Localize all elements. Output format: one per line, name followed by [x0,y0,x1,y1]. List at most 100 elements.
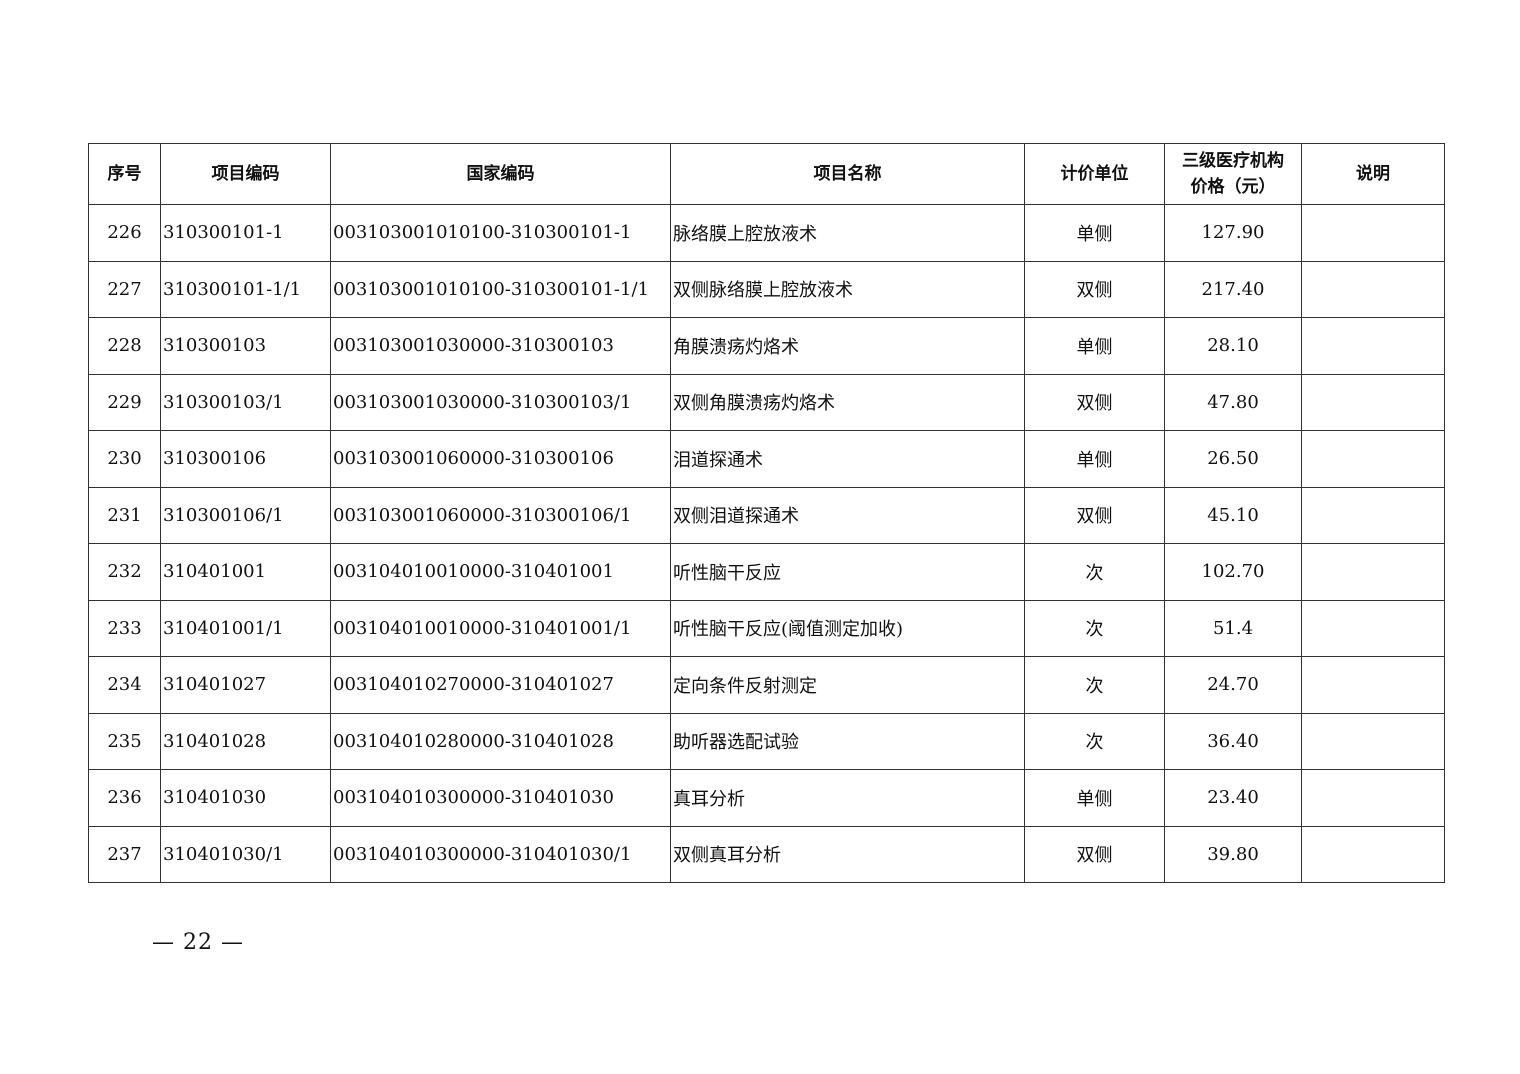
cell-price: 127.90 [1164,204,1302,262]
cell-seq: 231 [88,486,161,544]
cell-notes [1301,373,1445,431]
header-notes: 说明 [1301,143,1445,205]
header-item-code: 项目编码 [160,143,331,205]
table-row: 237 310401030/1 003104010300000-310401030/… [88,825,1445,883]
cell-item-name: 角膜溃疡灼烙术 [670,317,1025,375]
header-price-line2: 价格（元） [1190,177,1276,197]
cell-national-code: 003103001060000-310300106 [330,430,671,488]
cell-seq: 232 [88,543,161,601]
cell-unit: 单侧 [1024,317,1165,375]
cell-notes [1301,317,1445,375]
cell-unit: 双侧 [1024,825,1165,883]
cell-national-code: 003103001030000-310300103 [330,317,671,375]
table-row: 228 310300103 003103001030000-310300103 角膜溃… [88,317,1445,375]
header-national-code: 国家编码 [330,143,671,205]
cell-seq: 226 [88,204,161,262]
cell-item-code: 310300101-1 [160,204,331,262]
table-row: 231 310300106/1 003103001060000-310300106/… [88,486,1445,544]
cell-national-code: 003104010010000-310401001 [330,543,671,601]
cell-price: 24.70 [1164,656,1302,714]
cell-national-code: 003104010300000-310401030/1 [330,825,671,883]
cell-item-name: 双侧真耳分析 [670,825,1025,883]
cell-item-code: 310300103 [160,317,331,375]
cell-seq: 236 [88,769,161,827]
cell-item-name: 听性脑干反应 [670,543,1025,601]
cell-item-code: 310401001/1 [160,599,331,657]
cell-seq: 227 [88,260,161,318]
header-price: 三级医疗机构 价格（元） [1164,143,1302,205]
cell-national-code: 003103001060000-310300106/1 [330,486,671,544]
cell-notes [1301,825,1445,883]
cell-price: 26.50 [1164,430,1302,488]
header-seq: 序号 [88,143,161,205]
cell-unit: 双侧 [1024,486,1165,544]
table-header-row: 序号 项目编码 国家编码 项目名称 计价单位 三级医疗机构 价格（元） 说明 [88,143,1445,205]
header-item-name: 项目名称 [670,143,1025,205]
cell-item-code: 310401001 [160,543,331,601]
cell-unit: 单侧 [1024,769,1165,827]
cell-notes [1301,656,1445,714]
cell-item-name: 脉络膜上腔放液术 [670,204,1025,262]
cell-unit: 单侧 [1024,204,1165,262]
price-table: 序号 项目编码 国家编码 项目名称 计价单位 三级医疗机构 价格（元） 说明 22… [88,143,1445,883]
cell-item-code: 310300106 [160,430,331,488]
cell-notes [1301,769,1445,827]
cell-national-code: 003104010280000-310401028 [330,712,671,770]
cell-item-code: 310300106/1 [160,486,331,544]
cell-item-name: 助听器选配试验 [670,712,1025,770]
cell-unit: 次 [1024,599,1165,657]
cell-national-code: 003103001030000-310300103/1 [330,373,671,431]
cell-item-code: 310401027 [160,656,331,714]
header-price-line1: 三级医疗机构 [1182,151,1284,171]
cell-price: 45.10 [1164,486,1302,544]
cell-seq: 237 [88,825,161,883]
table-row: 230 310300106 003103001060000-310300106 泪道探… [88,430,1445,488]
cell-notes [1301,204,1445,262]
cell-item-code: 310300103/1 [160,373,331,431]
cell-notes [1301,543,1445,601]
cell-item-name: 听性脑干反应(阈值测定加收) [670,599,1025,657]
cell-unit: 次 [1024,712,1165,770]
cell-seq: 234 [88,656,161,714]
cell-seq: 228 [88,317,161,375]
cell-price: 39.80 [1164,825,1302,883]
table-row: 232 310401001 003104010010000-310401001 听性脑… [88,543,1445,601]
cell-price: 28.10 [1164,317,1302,375]
cell-price: 23.40 [1164,769,1302,827]
cell-notes [1301,486,1445,544]
table-row: 227 310300101-1/1 003103001010100-31030010… [88,260,1445,318]
cell-seq: 229 [88,373,161,431]
cell-national-code: 003103001010100-310300101-1 [330,204,671,262]
cell-price: 51.4 [1164,599,1302,657]
cell-item-name: 双侧泪道探通术 [670,486,1025,544]
cell-item-name: 真耳分析 [670,769,1025,827]
cell-national-code: 003104010270000-310401027 [330,656,671,714]
cell-unit: 次 [1024,656,1165,714]
cell-item-name: 定向条件反射测定 [670,656,1025,714]
cell-item-code: 310300101-1/1 [160,260,331,318]
cell-seq: 233 [88,599,161,657]
table-row: 233 310401001/1 003104010010000-310401001/… [88,599,1445,657]
cell-price: 217.40 [1164,260,1302,318]
cell-unit: 双侧 [1024,260,1165,318]
cell-notes [1301,260,1445,318]
cell-notes [1301,599,1445,657]
header-unit: 计价单位 [1024,143,1165,205]
cell-unit: 双侧 [1024,373,1165,431]
cell-item-name: 双侧脉络膜上腔放液术 [670,260,1025,318]
table-row: 235 310401028 003104010280000-310401028 助听器… [88,712,1445,770]
cell-price: 47.80 [1164,373,1302,431]
cell-national-code: 003103001010100-310300101-1/1 [330,260,671,318]
cell-item-name: 双侧角膜溃疡灼烙术 [670,373,1025,431]
cell-unit: 次 [1024,543,1165,601]
cell-price: 36.40 [1164,712,1302,770]
cell-price: 102.70 [1164,543,1302,601]
cell-national-code: 003104010010000-310401001/1 [330,599,671,657]
cell-item-code: 310401028 [160,712,331,770]
cell-national-code: 003104010300000-310401030 [330,769,671,827]
table-row: 229 310300103/1 003103001030000-310300103/… [88,373,1445,431]
cell-item-name: 泪道探通术 [670,430,1025,488]
cell-notes [1301,712,1445,770]
table-row: 236 310401030 003104010300000-310401030 真耳分… [88,769,1445,827]
cell-seq: 235 [88,712,161,770]
